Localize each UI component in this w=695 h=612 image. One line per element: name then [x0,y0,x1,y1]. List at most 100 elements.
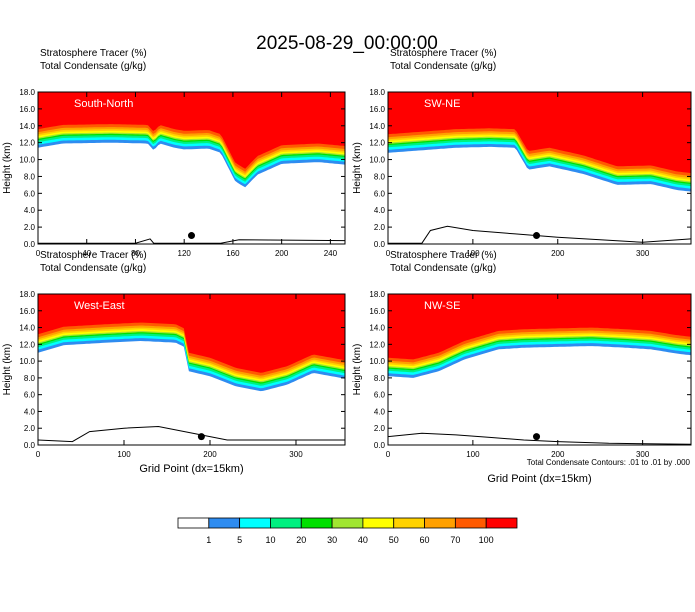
colorbar-swatch [331,517,364,529]
colorbar-label: 20 [296,535,306,545]
plot-frame [387,91,692,245]
panel-header-condensate: Total Condensate (g/kg) [390,61,496,72]
tracer-band-10 [388,92,691,174]
y-tick-label: 6.0 [24,189,36,198]
x-tick-label: 0 [36,450,41,459]
y-tick-label: 8.0 [374,172,386,181]
panel-south-north: Stratosphere Tracer (%) Total Condensate … [2,48,346,258]
y-tick-label: 12.0 [369,340,385,349]
y-tick-label: 18.0 [369,88,385,97]
x-tick-label: 300 [636,249,650,258]
y-tick-label: 12.0 [19,139,35,148]
y-tick-label: 14.0 [19,324,35,333]
y-tick-label: 8.0 [24,374,36,383]
colorbar-label: 60 [420,535,430,545]
colorbar-swatch [270,517,302,529]
colorbar-swatch [454,517,487,529]
y-tick-label: 6.0 [374,391,386,400]
x-tick-label: 300 [636,450,650,459]
colorbar-label: 5 [237,535,242,545]
panel-label: West-East [74,300,125,312]
x-tick-label: 0 [386,249,391,258]
x-tick-label: 200 [551,249,565,258]
colorbar-swatch [362,517,395,529]
panel-sw-ne: Stratosphere Tracer (%) Total Condensate … [352,48,692,258]
contour-note: Total Condensate Contours: .01 to .01 by… [527,458,691,467]
figure-title: 2025-08-29_00:00:00 [256,33,438,54]
colorbar-label: 100 [479,535,494,545]
panel-header-tracer: Stratosphere Tracer (%) [390,250,497,261]
x-tick-label: 100 [466,249,480,258]
y-tick-label: 16.0 [19,105,35,114]
terrain-line [388,432,691,445]
y-axis-label: Height (km) [352,344,363,396]
y-tick-label: 2.0 [24,223,36,232]
plot-frame [37,293,346,446]
colorbar-label: 40 [358,535,368,545]
colorbar-swatch [177,517,210,529]
panel-nw-se: Stratosphere Tracer (%) Total Condensate … [352,250,692,485]
terrain-line [388,225,691,244]
x-tick-label: 160 [226,249,240,258]
x-tick-label: 200 [551,450,565,459]
colorbar-swatch [393,517,425,529]
y-tick-label: 16.0 [369,105,385,114]
x-tick-label: 100 [117,450,131,459]
tracer-band-10 [38,294,345,373]
plot-frame [387,293,692,446]
y-tick-label: 16.0 [19,307,35,316]
panel-label: SW-NE [424,98,460,110]
colorbar-swatch [424,517,456,529]
y-tick-label: 10.0 [19,357,35,366]
y-tick-label: 10.0 [369,156,385,165]
panel-header-condensate: Total Condensate (g/kg) [390,263,496,274]
colorbar-label: 70 [450,535,460,545]
y-tick-label: 0.0 [374,441,386,450]
y-tick-label: 18.0 [19,290,35,299]
x-tick-label: 300 [289,450,303,459]
y-tick-label: 2.0 [374,424,386,433]
tracer-band-10 [38,92,345,169]
colorbar-label: 10 [265,535,275,545]
colorbar-label: 30 [327,535,337,545]
y-tick-label: 14.0 [369,324,385,333]
colorbar-label: 1 [206,535,211,545]
panel-header-tracer: Stratosphere Tracer (%) [40,250,147,261]
y-tick-label: 10.0 [369,357,385,366]
location-marker [533,232,541,240]
y-tick-label: 8.0 [24,172,36,181]
colorbar: 1 5 10 20 30 40 50 60 70 100 [177,517,518,545]
terrain-line [38,425,345,443]
x-axis-label: Grid Point (dx=15km) [139,463,243,475]
y-axis-label: Height (km) [2,344,13,396]
panel-header-condensate: Total Condensate (g/kg) [40,263,146,274]
x-tick-label: 200 [275,249,289,258]
y-tick-label: 14.0 [369,122,385,131]
panel-label: South-North [74,98,133,110]
y-tick-label: 16.0 [369,307,385,316]
colorbar-swatch [239,517,271,529]
location-marker [197,433,205,441]
y-tick-label: 4.0 [374,206,386,215]
tracer-band-10 [388,294,691,360]
y-tick-label: 0.0 [24,441,36,450]
colorbar-swatch [208,517,241,529]
y-tick-label: 2.0 [24,424,36,433]
y-tick-label: 12.0 [369,139,385,148]
x-axis-label: Grid Point (dx=15km) [487,473,591,485]
x-tick-label: 40 [82,249,91,258]
location-marker [188,232,195,240]
y-tick-label: 4.0 [374,407,386,416]
panel-west-east: Stratosphere Tracer (%) Total Condensate … [2,250,346,475]
y-tick-label: 8.0 [374,374,386,383]
y-axis-label: Height (km) [352,142,363,194]
y-tick-label: 14.0 [19,122,35,131]
y-tick-label: 10.0 [19,156,35,165]
colorbar-swatch [485,517,518,529]
y-tick-label: 18.0 [369,290,385,299]
y-tick-label: 12.0 [19,340,35,349]
x-tick-label: 0 [386,450,391,459]
y-tick-label: 6.0 [374,189,386,198]
y-tick-label: 2.0 [374,223,386,232]
